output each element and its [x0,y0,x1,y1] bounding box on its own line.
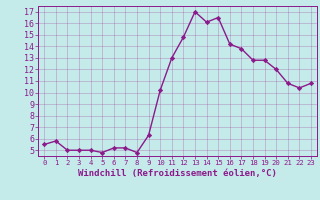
X-axis label: Windchill (Refroidissement éolien,°C): Windchill (Refroidissement éolien,°C) [78,169,277,178]
